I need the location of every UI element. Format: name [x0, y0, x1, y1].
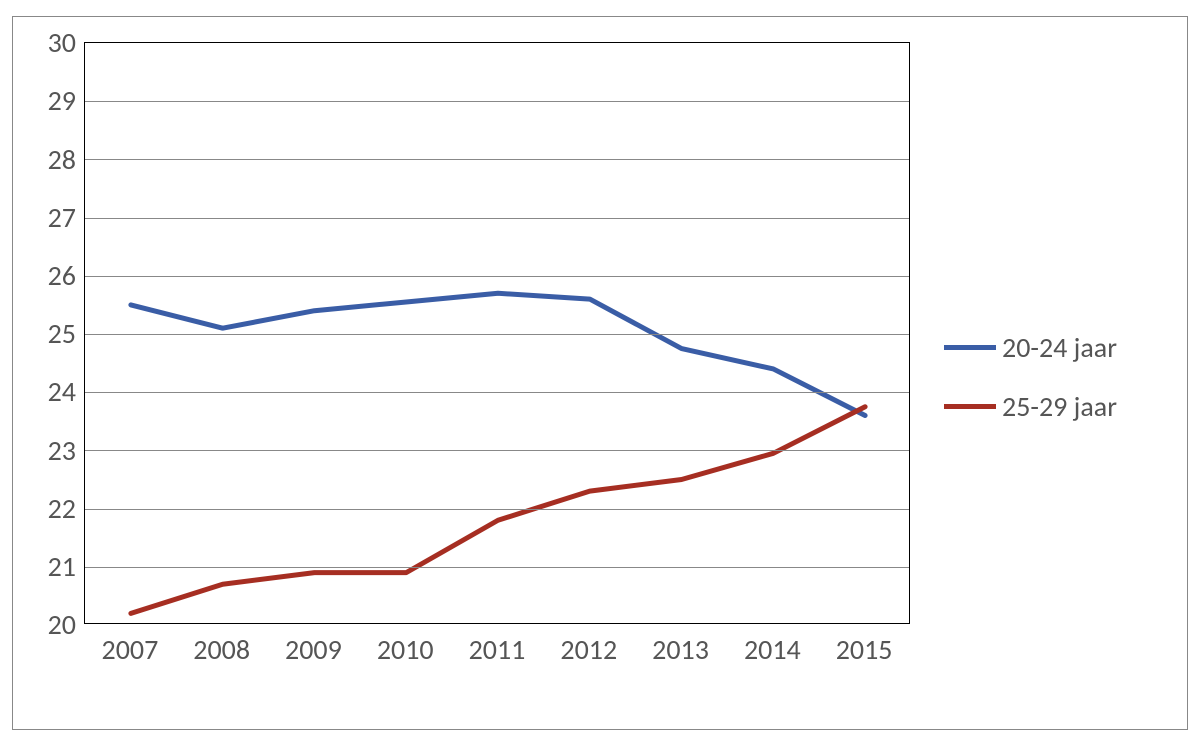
y-tick-label: 24 [26, 374, 76, 409]
y-tick-label: 29 [26, 83, 76, 118]
y-tick-label: 26 [26, 258, 76, 293]
chart-gridline [85, 450, 909, 451]
x-tick-label: 2015 [818, 632, 910, 667]
x-tick-label: 2008 [176, 632, 268, 667]
x-tick-label: 2007 [84, 632, 176, 667]
x-tick-label: 2010 [359, 632, 451, 667]
x-tick-label: 2009 [268, 632, 360, 667]
y-tick-label: 23 [26, 433, 76, 468]
chart-gridline [85, 159, 909, 160]
x-tick-label: 2013 [635, 632, 727, 667]
y-tick-label: 30 [26, 25, 76, 60]
legend-label: 25-29 jaar [1002, 389, 1117, 424]
y-tick-label: 22 [26, 491, 76, 526]
legend-item: 25-29 jaar [944, 389, 1117, 424]
x-tick-label: 2014 [726, 632, 818, 667]
chart-gridline [85, 567, 909, 568]
chart-series-line [131, 293, 865, 415]
legend-item: 20-24 jaar [944, 330, 1117, 365]
chart-gridline [85, 334, 909, 335]
legend-swatch [944, 345, 996, 350]
y-tick-label: 20 [26, 607, 76, 642]
y-tick-label: 25 [26, 316, 76, 351]
y-tick-label: 28 [26, 142, 76, 177]
x-tick-label: 2011 [451, 632, 543, 667]
chart-gridline [85, 392, 909, 393]
chart-gridline [85, 276, 909, 277]
chart-gridline [85, 509, 909, 510]
y-tick-label: 27 [26, 200, 76, 235]
chart-gridline [85, 218, 909, 219]
y-tick-label: 21 [26, 549, 76, 584]
chart-plot-area [84, 42, 910, 624]
chart-gridline [85, 101, 909, 102]
x-tick-label: 2012 [543, 632, 635, 667]
legend-label: 20-24 jaar [1002, 330, 1117, 365]
legend-swatch [944, 404, 996, 409]
chart-legend: 20-24 jaar 25-29 jaar [944, 330, 1117, 448]
chart-series-line [131, 407, 865, 614]
